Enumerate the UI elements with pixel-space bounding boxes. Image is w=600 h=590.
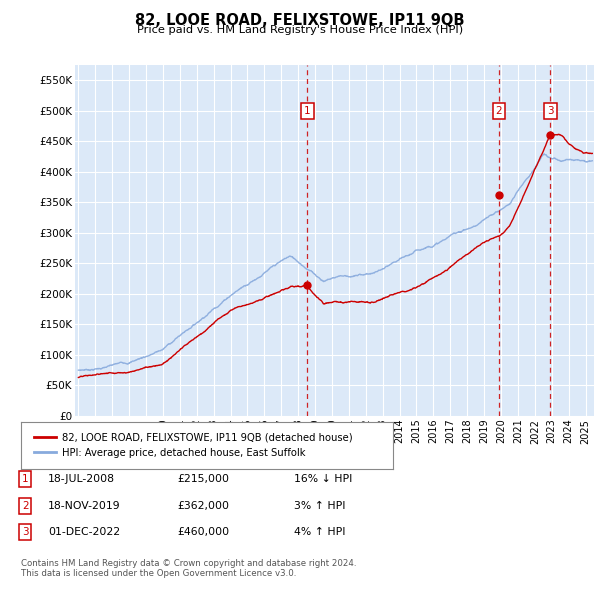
- Text: £460,000: £460,000: [177, 527, 229, 537]
- Text: 1: 1: [304, 106, 311, 116]
- Text: 1: 1: [22, 474, 29, 484]
- Text: 01-DEC-2022: 01-DEC-2022: [48, 527, 120, 537]
- Text: 82, LOOE ROAD, FELIXSTOWE, IP11 9QB: 82, LOOE ROAD, FELIXSTOWE, IP11 9QB: [135, 13, 465, 28]
- Text: 2: 2: [496, 106, 502, 116]
- Text: 3% ↑ HPI: 3% ↑ HPI: [294, 501, 346, 510]
- Text: 2: 2: [22, 501, 29, 510]
- Text: £362,000: £362,000: [177, 501, 229, 510]
- Text: 16% ↓ HPI: 16% ↓ HPI: [294, 474, 352, 484]
- Text: 3: 3: [22, 527, 29, 537]
- Text: Contains HM Land Registry data © Crown copyright and database right 2024.: Contains HM Land Registry data © Crown c…: [21, 559, 356, 568]
- Text: 4% ↑ HPI: 4% ↑ HPI: [294, 527, 346, 537]
- Text: 18-NOV-2019: 18-NOV-2019: [48, 501, 121, 510]
- Text: 3: 3: [547, 106, 554, 116]
- Text: This data is licensed under the Open Government Licence v3.0.: This data is licensed under the Open Gov…: [21, 569, 296, 578]
- Text: £215,000: £215,000: [177, 474, 229, 484]
- Text: 18-JUL-2008: 18-JUL-2008: [48, 474, 115, 484]
- Legend: 82, LOOE ROAD, FELIXSTOWE, IP11 9QB (detached house), HPI: Average price, detach: 82, LOOE ROAD, FELIXSTOWE, IP11 9QB (det…: [30, 429, 356, 462]
- Text: Price paid vs. HM Land Registry's House Price Index (HPI): Price paid vs. HM Land Registry's House …: [137, 25, 463, 35]
